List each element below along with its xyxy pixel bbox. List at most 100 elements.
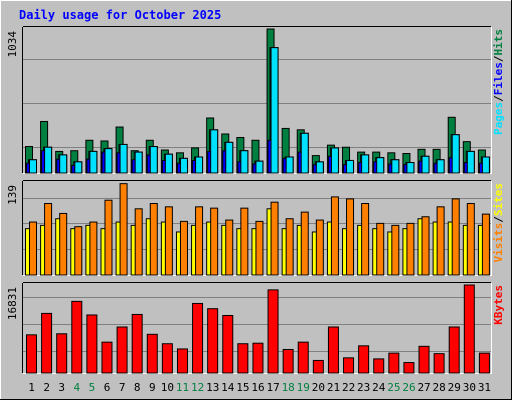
bar-files-front [179, 157, 188, 174]
x-tick-label: 27 [417, 381, 430, 394]
bar-files-front [225, 141, 234, 174]
bar-sites [421, 216, 430, 276]
x-tick-label: 24 [372, 381, 386, 394]
legend-separator: / [492, 95, 505, 102]
bar-sites [195, 206, 204, 276]
x-tick-label: 30 [463, 381, 476, 394]
x-tick-label: 23 [357, 381, 370, 394]
legend-entry-hits: Hits [492, 29, 505, 56]
x-tick-label: 8 [134, 381, 141, 394]
legend-separator: / [492, 216, 505, 223]
x-axis-labels: 1 2 3 4 5 6 7 8 9 10 11 12 13 14 15 16 17 18 19 20 21 22 23 24 2… [28, 381, 491, 394]
bar-sites [406, 222, 415, 276]
x-tick-label: 1 [28, 381, 35, 394]
bar-kbytes [373, 358, 385, 374]
bar-sites [330, 196, 339, 276]
bar-kbytes [312, 359, 324, 374]
bar-files-front [119, 143, 128, 174]
x-tick-label: 16 [251, 381, 264, 394]
bar-files-front [164, 153, 173, 174]
bar-kbytes [131, 313, 143, 374]
y-axis-max-label: 16831 [6, 287, 19, 320]
x-tick-label: 18 [282, 381, 295, 394]
bar-kbytes [192, 302, 204, 374]
bar-sites [466, 203, 475, 276]
bar-sites [44, 203, 53, 276]
bar-files-front [240, 150, 249, 174]
x-tick-label: 12 [191, 381, 204, 394]
panel-visits-sites: 139 Visits/Sites [6, 180, 505, 276]
y-axis-max-label: 139 [6, 185, 19, 205]
bar-sites [164, 206, 173, 276]
bar-sites [149, 203, 158, 276]
bar-files-front [74, 161, 83, 174]
bar-kbytes [26, 334, 37, 374]
x-tick-label: 20 [312, 381, 325, 394]
bar-kbytes [282, 348, 294, 374]
bar-files-front [195, 156, 204, 174]
x-tick-label: 2 [43, 381, 50, 394]
x-tick-label: 21 [327, 381, 340, 394]
chart-title: Daily usage for October 2025 [19, 8, 221, 22]
x-tick-label: 29 [448, 381, 461, 394]
x-tick-label: 9 [149, 381, 156, 394]
x-tick-label: 4 [74, 381, 81, 394]
bar-sites [74, 226, 83, 276]
x-tick-label: 7 [119, 381, 126, 394]
bar-files-front [44, 146, 53, 174]
x-tick-label: 14 [221, 381, 235, 394]
bar-sites [59, 212, 68, 276]
x-tick-label: 13 [206, 381, 219, 394]
bar-files-front [255, 160, 264, 174]
bar-files-front [104, 148, 113, 174]
bar-sites [315, 219, 324, 276]
bar-sites [104, 199, 113, 276]
x-tick-label: 28 [433, 381, 446, 394]
legend: KBytes [492, 285, 505, 325]
bar-kbytes [463, 284, 475, 374]
bar-kbytes [343, 357, 355, 374]
bar-files-front [406, 162, 415, 174]
x-tick-label: 25 [387, 381, 400, 394]
bar-kbytes [146, 333, 158, 374]
y-axis-max-label: 1034 [6, 31, 19, 58]
legend-entry-sites: Sites [492, 183, 505, 216]
bar-files-front [481, 156, 490, 174]
bar-kbytes [101, 341, 113, 374]
bar-files-front [436, 159, 445, 174]
bar-sites [210, 207, 219, 276]
bar-files-front [391, 159, 400, 174]
bar-kbytes [252, 342, 264, 374]
bar-kbytes [418, 345, 430, 374]
bar-files-front [59, 154, 68, 174]
legend-entry-files: Files [492, 62, 505, 95]
bar-kbytes [433, 353, 445, 374]
bar-kbytes [327, 326, 339, 374]
legend: Visits/Sites [492, 183, 505, 263]
panel-kbytes: 16831 KBytes [6, 282, 505, 374]
bar-kbytes [161, 343, 173, 374]
bar-sites [391, 224, 400, 276]
bar-sites [361, 203, 370, 276]
x-tick-label: 3 [58, 381, 65, 394]
legend-entry-kbytes: KBytes [492, 285, 505, 325]
bar-files-front [315, 161, 324, 174]
x-tick-label: 22 [342, 381, 355, 394]
bar-files-front [134, 151, 143, 174]
bar-sites [240, 207, 249, 276]
x-tick-label: 15 [236, 381, 249, 394]
bar-kbytes [176, 348, 188, 374]
bar-sites [119, 183, 128, 276]
x-tick-label: 17 [266, 381, 279, 394]
legend-separator: / [492, 55, 505, 62]
x-tick-label: 5 [89, 381, 96, 394]
bar-sites [481, 213, 490, 276]
bar-files-front [421, 155, 430, 174]
bar-kbytes [86, 314, 98, 374]
bar-sites [179, 220, 188, 276]
bar-sites [29, 221, 37, 276]
bar-files-front [149, 146, 158, 174]
